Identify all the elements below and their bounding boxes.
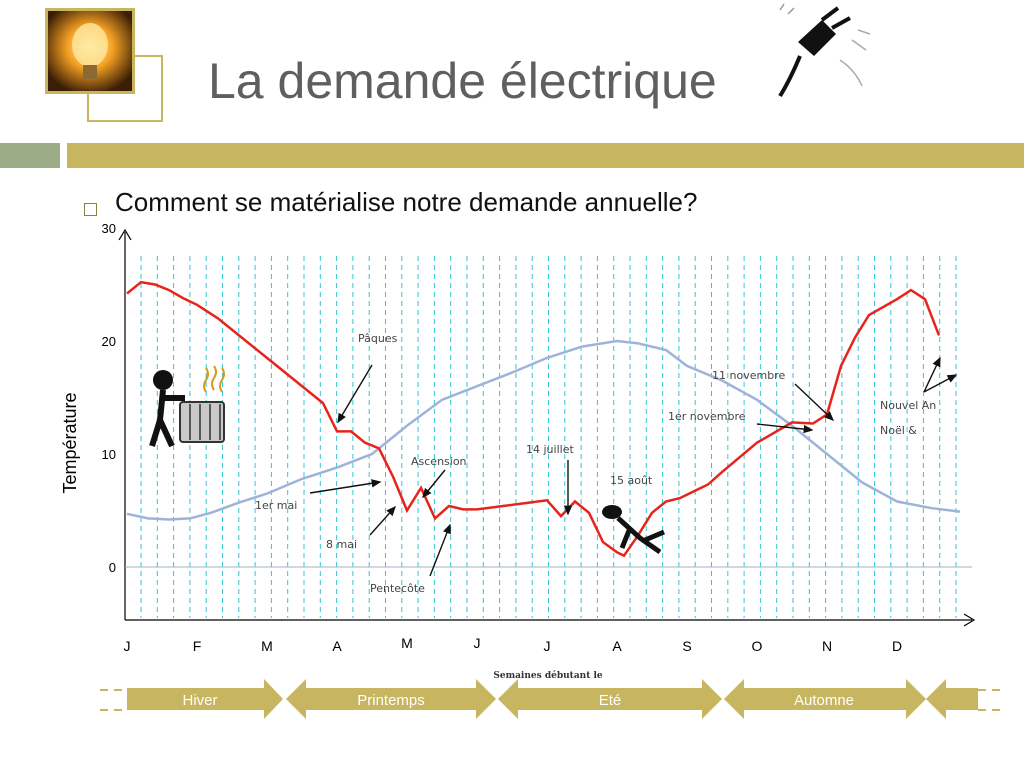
season-ete bbox=[498, 679, 722, 719]
season-automne bbox=[724, 679, 926, 719]
y-axis-arrow bbox=[118, 228, 132, 241]
annotation-ascension: Ascension bbox=[411, 455, 467, 468]
month-label: D bbox=[892, 638, 902, 654]
temperature-series-line bbox=[126, 339, 961, 521]
month-label: A bbox=[612, 638, 622, 654]
season-label-hiver: Hiver bbox=[182, 692, 217, 709]
month-label: O bbox=[752, 638, 763, 654]
radiator-person-icon bbox=[149, 365, 225, 448]
bullet-text: Comment se matérialise notre demande ann… bbox=[115, 187, 698, 217]
annotation-paques: Pâques bbox=[358, 332, 398, 345]
arrow-ascension bbox=[422, 469, 446, 499]
annotation-nouvel-an: Nouvel An bbox=[880, 399, 936, 412]
arrow-8-mai bbox=[369, 505, 396, 536]
season-hiver-end bbox=[926, 679, 978, 719]
bullet-marker bbox=[84, 203, 97, 216]
annotation-8-mai: 8 mai bbox=[326, 538, 357, 551]
annotation-11-novembre: 11 novembre bbox=[712, 369, 785, 382]
y-tick-label: 20 bbox=[102, 334, 116, 349]
season-printemps bbox=[286, 679, 496, 719]
month-label: J bbox=[544, 638, 551, 654]
y-tick-label: 0 bbox=[109, 560, 116, 575]
light-bulb-icon bbox=[45, 8, 135, 94]
arrow-pentecote bbox=[429, 523, 451, 577]
annotation-1er-mai: 1er mai bbox=[255, 499, 297, 512]
month-label: M bbox=[261, 638, 273, 654]
x-axis-arrow bbox=[963, 613, 976, 627]
chart-grid bbox=[140, 256, 957, 618]
month-label: N bbox=[822, 638, 832, 654]
demand-series-line bbox=[126, 280, 941, 558]
month-label: J bbox=[124, 638, 131, 654]
annotation-1er-novembre: 1er novembre bbox=[668, 410, 746, 423]
arrow-nouvel-an bbox=[923, 356, 941, 393]
annotation-15-aout: 15 août bbox=[610, 474, 653, 487]
month-label: M bbox=[401, 635, 413, 651]
annotation-14-juillet: 14 juillet bbox=[526, 443, 574, 456]
season-label-automne: Automne bbox=[794, 692, 854, 709]
season-ribbon: Hiver Printemps Eté Automne bbox=[100, 679, 1006, 719]
slide-title: La demande électrique bbox=[208, 53, 717, 109]
y-tick-labels: 0 10 20 30 bbox=[102, 221, 116, 575]
annotation-arrows bbox=[309, 356, 958, 577]
sunbather-icon bbox=[602, 505, 665, 555]
month-label: S bbox=[682, 638, 691, 654]
holiday-annotations: Pâques 1er mai 8 mai Ascension Pentecôte… bbox=[255, 332, 936, 595]
month-label: F bbox=[193, 638, 202, 654]
month-label: A bbox=[332, 638, 342, 654]
x-axis-label: Semaines débutant le bbox=[493, 670, 603, 681]
annotation-pentecote: Pentecôte bbox=[370, 582, 425, 595]
season-label-printemps: Printemps bbox=[357, 692, 425, 709]
y-tick-label: 10 bbox=[102, 447, 116, 462]
arrow-11-novembre bbox=[794, 383, 835, 421]
y-tick-label: 30 bbox=[102, 221, 116, 236]
arrow-paques bbox=[337, 364, 373, 424]
arrow-1er-mai bbox=[309, 479, 382, 494]
power-plug-icon bbox=[770, 0, 880, 105]
accent-band-green bbox=[0, 143, 60, 168]
annotation-noel: Noël & bbox=[880, 424, 917, 437]
month-label: J bbox=[474, 635, 481, 651]
arrow-noel bbox=[923, 374, 958, 393]
arrow-1er-novembre bbox=[756, 423, 814, 434]
y-axis-label: Température bbox=[60, 392, 80, 493]
season-hiver bbox=[127, 679, 283, 719]
accent-band-gold bbox=[67, 143, 1024, 168]
season-label-ete: Eté bbox=[599, 692, 622, 709]
